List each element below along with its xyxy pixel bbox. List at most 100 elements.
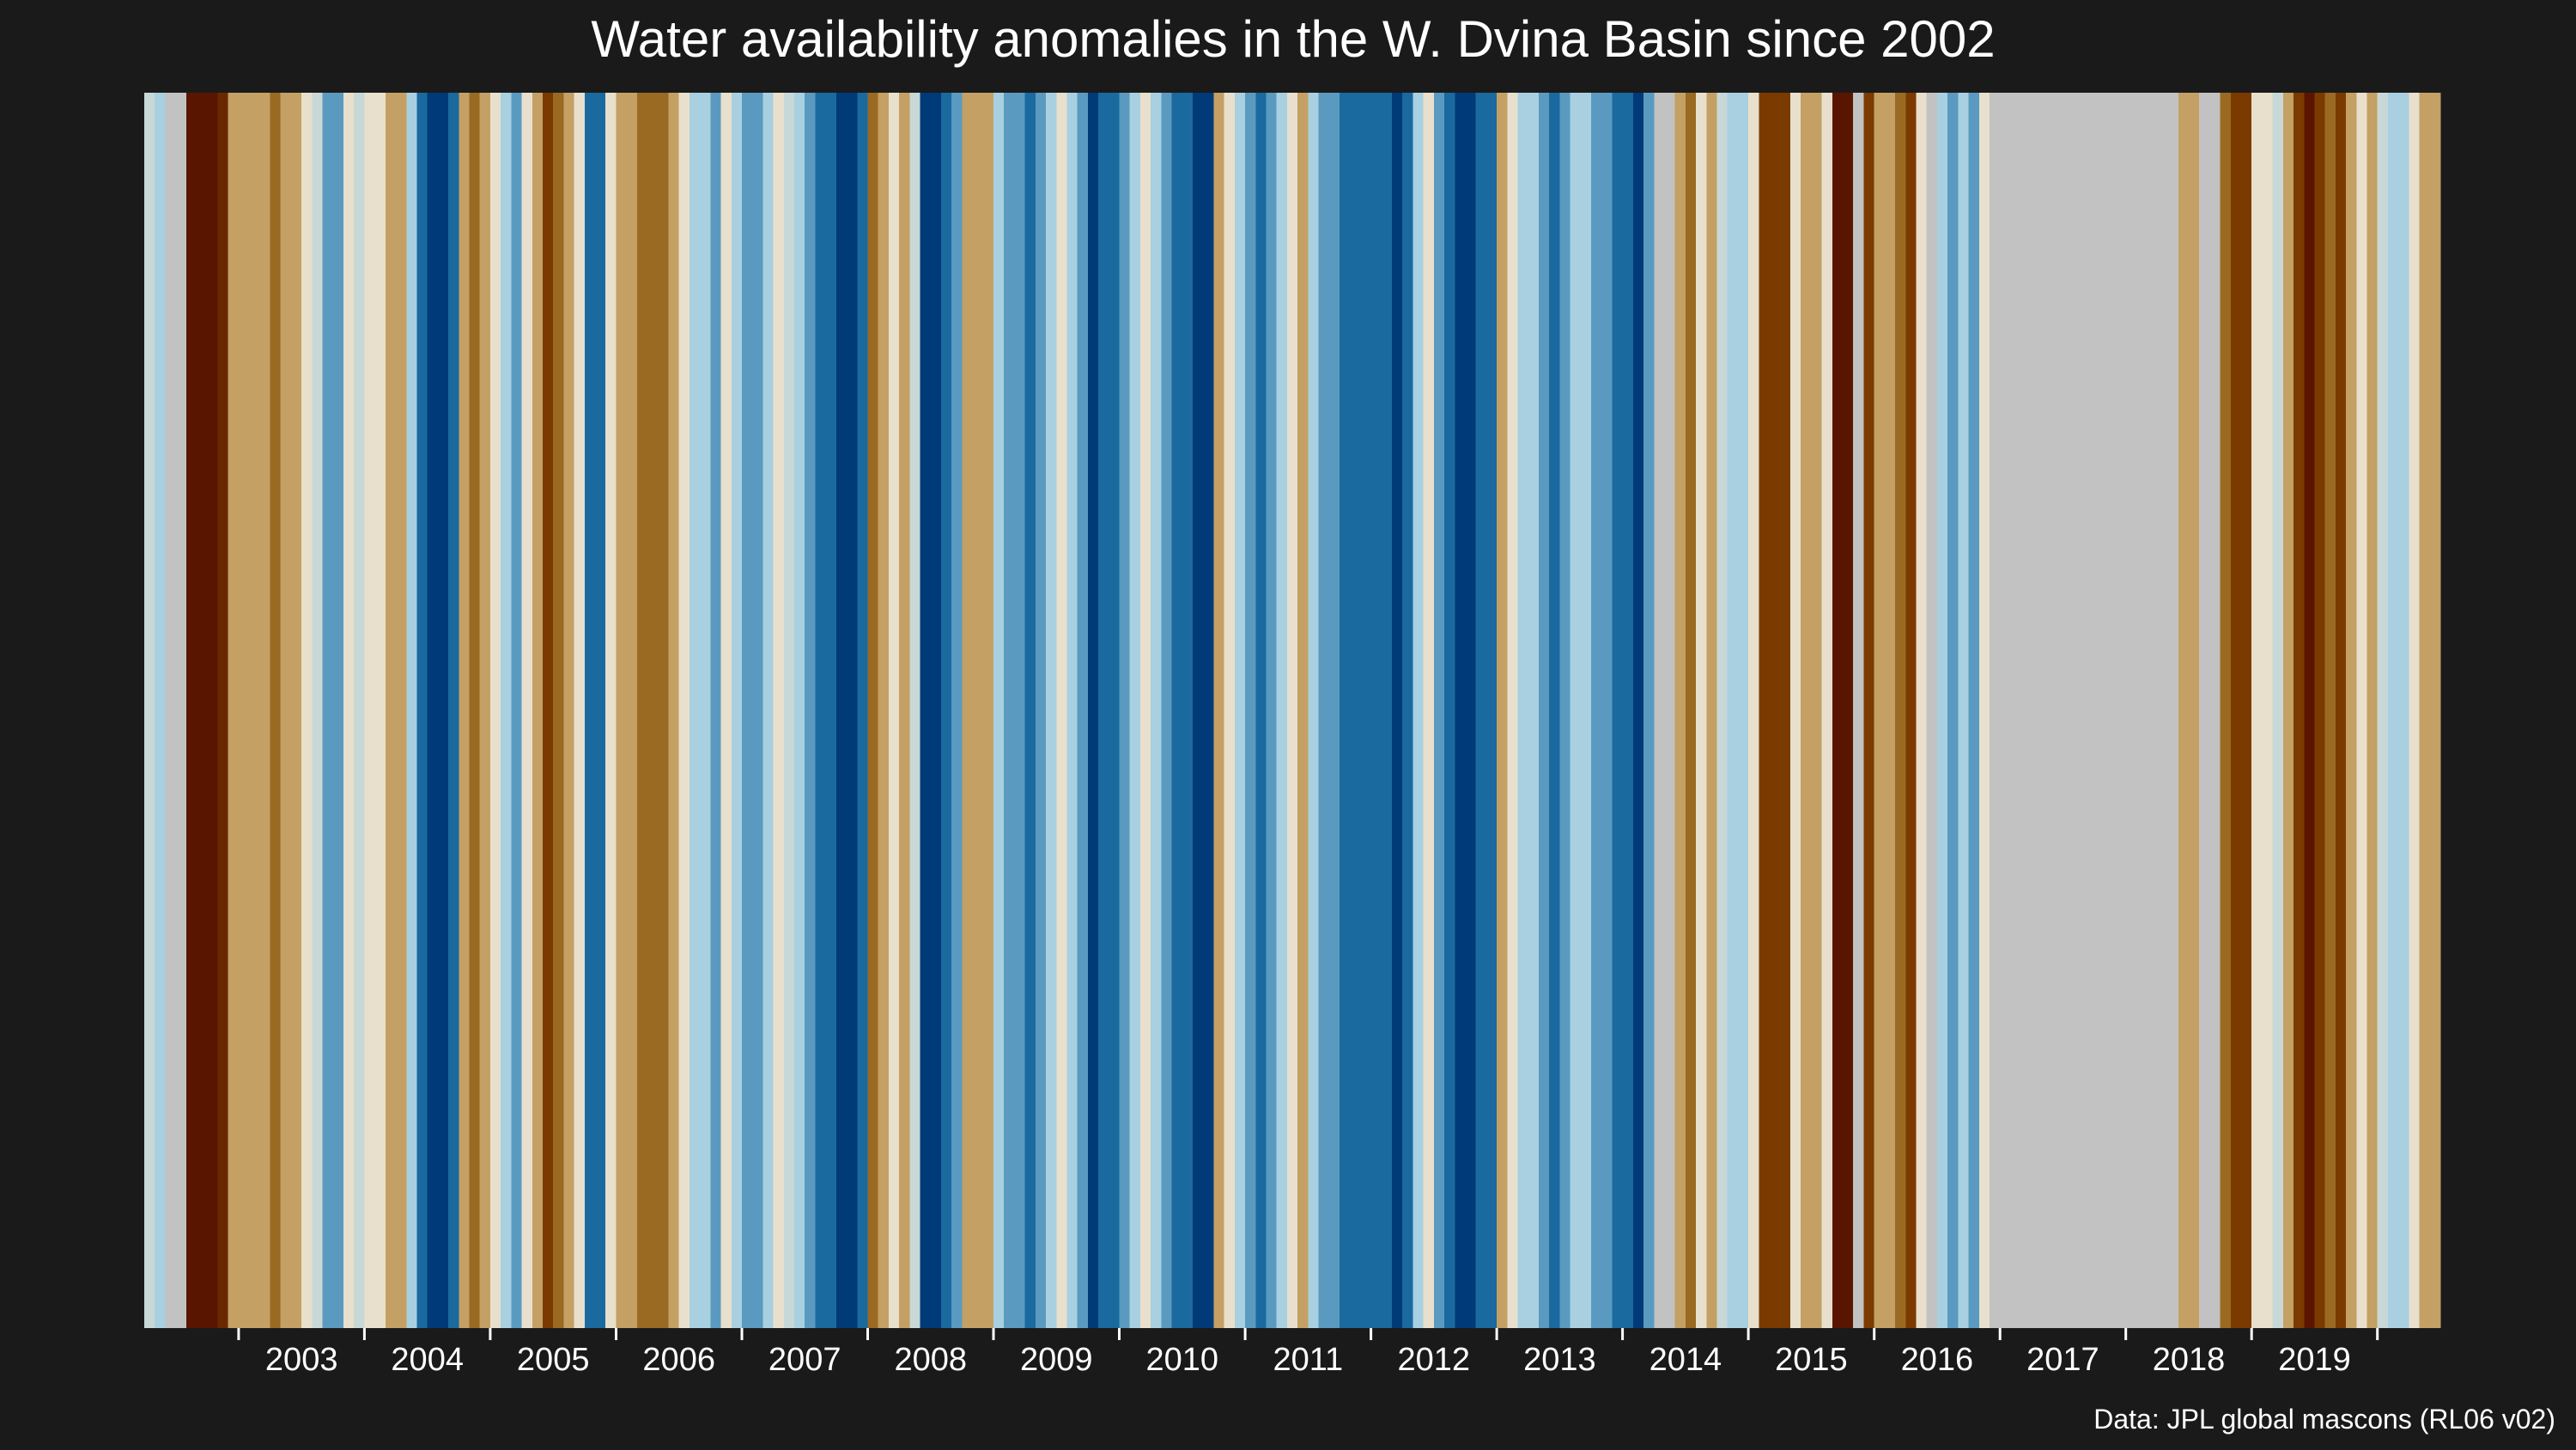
stripe-2016-12 bbox=[1989, 93, 2001, 1328]
stripe-2004-02 bbox=[374, 93, 386, 1328]
stripe-2011-03 bbox=[1266, 93, 1278, 1328]
stripe-2004-08 bbox=[437, 93, 449, 1328]
stripe-2019-06 bbox=[2304, 93, 2316, 1328]
stripe-2009-05 bbox=[1035, 93, 1047, 1328]
stripe-2015-09 bbox=[1832, 93, 1844, 1328]
stripe-2012-11 bbox=[1475, 93, 1487, 1328]
x-tick-label-2017: 2017 bbox=[2026, 1342, 2099, 1378]
stripe-2015-02 bbox=[1759, 93, 1771, 1328]
stripe-2012-06 bbox=[1423, 93, 1435, 1328]
stripe-2013-02 bbox=[1507, 93, 1519, 1328]
stripe-2012-03 bbox=[1392, 93, 1403, 1328]
stripe-2003-08 bbox=[312, 93, 324, 1328]
stripe-2008-06 bbox=[920, 93, 932, 1328]
stripe-2006-12 bbox=[731, 93, 743, 1328]
stripe-2013-12 bbox=[1612, 93, 1624, 1328]
stripe-2003-06 bbox=[290, 93, 302, 1328]
stripe-2020-01 bbox=[2377, 93, 2389, 1328]
stripe-2018-01 bbox=[2125, 93, 2137, 1328]
stripe-2006-07 bbox=[678, 93, 690, 1328]
stripe-2017-02 bbox=[2010, 93, 2022, 1328]
stripe-2011-04 bbox=[1276, 93, 1288, 1328]
stripe-2002-04 bbox=[144, 93, 155, 1328]
stripe-2006-08 bbox=[689, 93, 701, 1328]
stripe-2016-11 bbox=[1978, 93, 1990, 1328]
x-tick-label-2013: 2013 bbox=[1523, 1342, 1596, 1378]
stripe-2014-04 bbox=[1654, 93, 1666, 1328]
stripe-2008-01 bbox=[867, 93, 879, 1328]
stripe-2007-06 bbox=[794, 93, 805, 1328]
stripe-2004-09 bbox=[448, 93, 459, 1328]
stripe-2005-12 bbox=[605, 93, 617, 1328]
stripe-2009-04 bbox=[1024, 93, 1036, 1328]
stripe-2018-03 bbox=[2147, 93, 2158, 1328]
stripe-2010-07 bbox=[1182, 93, 1194, 1328]
stripe-2009-09 bbox=[1077, 93, 1089, 1328]
stripe-2010-06 bbox=[1171, 93, 1183, 1328]
stripe-2016-03 bbox=[1895, 93, 1906, 1328]
stripe-2002-11 bbox=[217, 93, 229, 1328]
stripe-2005-11 bbox=[595, 93, 606, 1328]
stripe-2008-10 bbox=[962, 93, 974, 1328]
stripe-2017-09 bbox=[2083, 93, 2095, 1328]
stripe-2008-09 bbox=[951, 93, 963, 1328]
stripe-2004-01 bbox=[364, 93, 376, 1328]
stripe-2005-05 bbox=[532, 93, 544, 1328]
stripe-2018-07 bbox=[2188, 93, 2200, 1328]
x-tick-label-2015: 2015 bbox=[1775, 1342, 1848, 1378]
stripe-2003-02 bbox=[249, 93, 260, 1328]
stripe-2016-02 bbox=[1884, 93, 1896, 1328]
stripe-2005-03 bbox=[511, 93, 523, 1328]
stripe-2014-06 bbox=[1674, 93, 1686, 1328]
stripe-2014-08 bbox=[1696, 93, 1707, 1328]
stripe-2020-06 bbox=[2429, 93, 2441, 1328]
stripe-2012-01 bbox=[1370, 93, 1382, 1328]
stripe-2003-09 bbox=[322, 93, 334, 1328]
stripe-2012-10 bbox=[1465, 93, 1477, 1328]
stripe-2009-06 bbox=[1046, 93, 1057, 1328]
stripe-2004-07 bbox=[427, 93, 439, 1328]
stripe-2004-06 bbox=[416, 93, 428, 1328]
stripe-2018-02 bbox=[2136, 93, 2148, 1328]
stripe-2005-09 bbox=[574, 93, 586, 1328]
stripe-2005-06 bbox=[542, 93, 554, 1328]
stripe-2011-11 bbox=[1350, 93, 1361, 1328]
stripe-2003-11 bbox=[343, 93, 355, 1328]
stripe-2017-05 bbox=[2042, 93, 2053, 1328]
stripe-2004-03 bbox=[385, 93, 397, 1328]
stripe-2012-07 bbox=[1433, 93, 1445, 1328]
stripe-2010-02 bbox=[1129, 93, 1141, 1328]
stripe-2003-03 bbox=[259, 93, 271, 1328]
stripe-2013-06 bbox=[1549, 93, 1560, 1328]
stripe-2013-04 bbox=[1528, 93, 1540, 1328]
stripes-group bbox=[144, 93, 2441, 1328]
stripe-2018-09 bbox=[2209, 93, 2221, 1328]
stripe-2009-03 bbox=[1014, 93, 1026, 1328]
stripe-2017-01 bbox=[2000, 93, 2011, 1328]
x-tick-label-2007: 2007 bbox=[769, 1342, 841, 1378]
stripe-2013-08 bbox=[1570, 93, 1582, 1328]
stripe-2007-10 bbox=[835, 93, 848, 1328]
stripe-2019-01 bbox=[2251, 93, 2263, 1328]
stripe-2008-04 bbox=[899, 93, 910, 1328]
stripe-2006-03 bbox=[636, 93, 648, 1328]
stripe-2010-12 bbox=[1234, 93, 1246, 1328]
stripe-2018-04 bbox=[2157, 93, 2169, 1328]
stripe-2017-11 bbox=[2105, 93, 2117, 1328]
stripe-2009-11 bbox=[1098, 93, 1109, 1328]
stripe-2015-10 bbox=[1843, 93, 1854, 1328]
x-tick-label-2008: 2008 bbox=[895, 1342, 968, 1378]
stripe-2013-07 bbox=[1559, 93, 1571, 1328]
stripe-2011-08 bbox=[1318, 93, 1330, 1328]
stripe-2007-04 bbox=[773, 93, 785, 1328]
stripe-2011-07 bbox=[1308, 93, 1320, 1328]
stripe-2013-05 bbox=[1538, 93, 1550, 1328]
stripe-2017-06 bbox=[2052, 93, 2064, 1328]
stripe-2009-01 bbox=[993, 93, 1005, 1328]
stripe-2017-03 bbox=[2020, 93, 2032, 1328]
stripe-2020-02 bbox=[2387, 93, 2399, 1328]
stripe-2019-11 bbox=[2356, 93, 2368, 1328]
stripe-2006-06 bbox=[668, 93, 680, 1328]
stripe-2004-05 bbox=[406, 93, 418, 1328]
stripe-2014-11 bbox=[1727, 93, 1739, 1328]
